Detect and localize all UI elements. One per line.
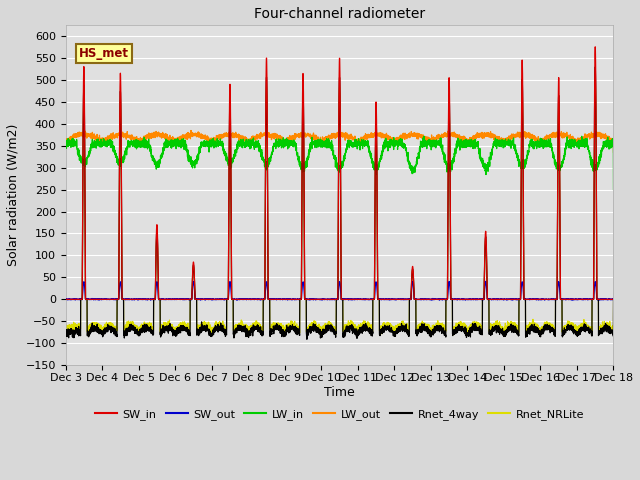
X-axis label: Time: Time: [324, 385, 355, 398]
Title: Four-channel radiometer: Four-channel radiometer: [254, 7, 425, 21]
Y-axis label: Solar radiation (W/m2): Solar radiation (W/m2): [7, 124, 20, 266]
Text: HS_met: HS_met: [79, 47, 129, 60]
Legend: SW_in, SW_out, LW_in, LW_out, Rnet_4way, Rnet_NRLite: SW_in, SW_out, LW_in, LW_out, Rnet_4way,…: [90, 405, 589, 424]
